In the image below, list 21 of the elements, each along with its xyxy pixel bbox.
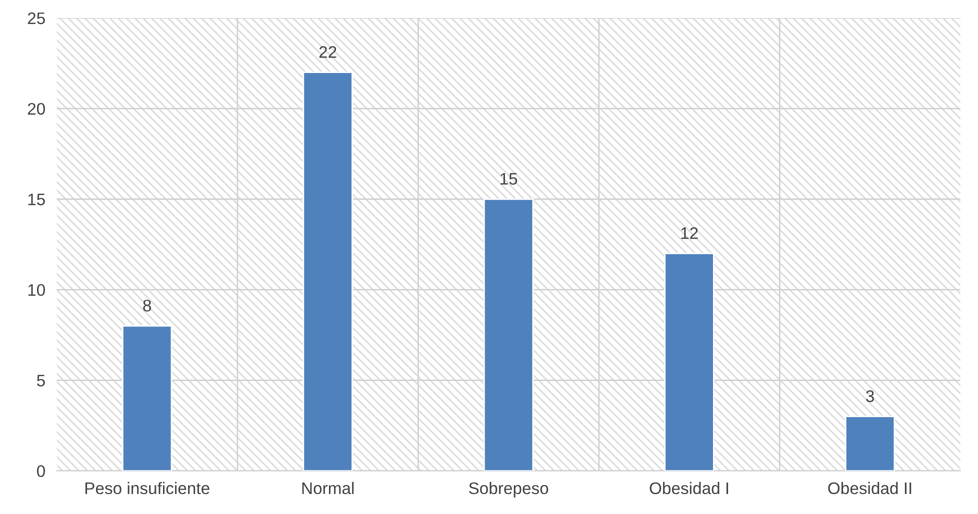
y-tick-label: 25	[28, 12, 45, 24]
data-label: 22	[319, 46, 336, 58]
bar	[483, 198, 534, 471]
data-label: 15	[500, 173, 518, 185]
bar	[122, 325, 172, 471]
x-tick-label: Sobrepeso	[469, 482, 548, 498]
y-tick-label: 5	[37, 374, 45, 386]
bar	[844, 416, 896, 471]
bar	[664, 252, 714, 471]
data-label: 3	[866, 390, 874, 402]
data-label: 8	[143, 300, 151, 312]
bar	[302, 72, 353, 471]
y-tick-label: 10	[28, 284, 45, 296]
x-tick-label: Peso insuficiente	[85, 482, 210, 494]
y-tick-label: 0	[36, 465, 45, 478]
x-tick-label: Obesidad I	[650, 482, 728, 494]
y-tick-label: 15	[28, 194, 45, 206]
y-tick-label: 20	[28, 102, 45, 115]
data-label: 12	[681, 227, 698, 239]
x-tick-label: Obesidad II	[828, 482, 912, 494]
x-tick-label: Normal	[302, 482, 354, 494]
